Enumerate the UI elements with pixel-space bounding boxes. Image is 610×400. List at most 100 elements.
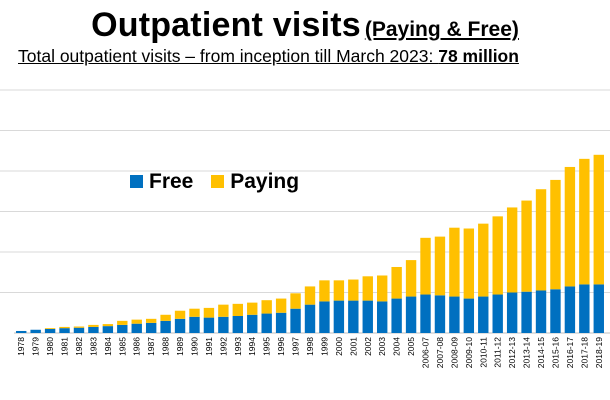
x-tick-label: 2007-08 [435,337,445,368]
x-tick-label: 1987 [146,337,156,356]
bar-free-1995 [261,313,272,333]
x-tick-label: 1985 [117,337,127,356]
bar-free-1998 [304,304,316,333]
legend-label-paying: Paying [230,170,300,193]
bar-paying-2009-10 [463,228,475,299]
bar-free-1993 [232,315,244,333]
bar-paying-1987 [145,318,157,323]
title-note: (Paying & Free) [364,18,519,41]
bar-paying-2011-12 [492,216,503,295]
bar-free-1982 [73,327,85,333]
chart-title: Outpatient visits (Paying & Free) [0,6,610,45]
bar-paying-2000 [333,280,345,301]
bar-paying-1990 [189,308,200,317]
bar-free-1984 [102,326,114,333]
bar-paying-1999 [319,280,330,302]
bar-free-1986 [131,323,142,333]
bar-paying-2013-14 [521,200,532,292]
bar-free-2007-08 [434,295,446,333]
bar-paying-1984 [102,324,114,327]
subtitle-text: Total outpatient visits – from inception… [18,46,439,66]
bar-free-2001 [348,300,359,333]
bar-free-2015-16 [550,289,561,333]
x-tick-label: 2002 [363,337,373,356]
bar-free-1979 [30,329,41,333]
x-tick-label: 1989 [175,337,185,356]
x-tick-label: 2003 [377,337,387,356]
x-tick-label: 1990 [189,337,199,356]
bar-free-1981 [59,328,70,333]
legend-item-paying: Paying [211,170,299,194]
x-tick-label: 2005 [406,337,416,356]
x-tick-label: 2001 [348,337,358,356]
bar-free-1992 [218,316,229,333]
chart-legend: Free Paying [130,170,311,194]
bar-paying-2016-17 [564,166,576,287]
x-tick-label: 2010-11 [478,337,488,368]
bar-paying-1985 [117,320,128,325]
x-tick-label: 1994 [247,337,257,356]
bar-paying-2017-18 [579,158,590,285]
bar-paying-1981 [59,326,70,329]
x-tick-label: 1993 [233,337,243,356]
bar-paying-1986 [131,319,142,324]
bar-free-1999 [319,301,330,333]
bar-free-1978 [16,330,27,333]
x-tick-label: 1999 [319,337,329,356]
x-tick-label: 1982 [74,337,84,356]
x-tick-label: 2006-07 [421,337,431,368]
x-tick-label: 2004 [392,337,402,356]
x-tick-label: 1996 [276,337,286,356]
bar-paying-2004 [391,266,402,299]
x-tick-label: 1983 [88,337,98,356]
bar-free-1994 [247,314,258,333]
bar-paying-2014-15 [535,189,547,291]
x-tick-label: 1995 [262,337,272,356]
bar-free-2000 [333,300,345,333]
x-tick-label: 2018-19 [594,337,604,368]
x-tick-label: 2015-16 [550,337,560,368]
bar-free-2018-19 [593,284,604,333]
bar-paying-1997 [290,293,301,309]
x-tick-label: 2009-10 [464,337,474,368]
bar-paying-2012-13 [506,207,518,293]
bar-free-1985 [117,324,128,333]
bar-free-2012-13 [506,292,518,333]
bar-paying-1995 [261,300,272,314]
bar-paying-2002 [362,276,373,301]
legend-swatch-paying [211,174,225,188]
bar-free-2011-12 [492,294,503,333]
x-tick-label: 1988 [161,337,171,356]
chart-subtitle: Total outpatient visits – from inception… [18,46,610,67]
subtitle-total: 78 million [438,46,519,66]
bar-free-2013-14 [521,291,532,333]
x-tick-label: 1984 [103,337,113,356]
x-tick-label: 2011-12 [493,337,503,368]
bar-paying-2015-16 [550,179,561,290]
bar-free-1996 [275,312,287,333]
bar-free-1988 [160,320,171,333]
bar-paying-2008-09 [449,227,460,297]
bar-paying-1991 [203,307,215,318]
bar-free-1989 [174,318,186,333]
x-tick-label: 2017-18 [579,337,589,368]
x-tick-label: 1997 [291,337,301,356]
x-tick-label: 1998 [305,337,315,356]
bar-paying-1982 [73,326,85,328]
bar-free-1997 [290,308,301,333]
bar-paying-1998 [304,286,316,305]
bar-paying-2006-07 [420,237,431,295]
bar-paying-1988 [160,314,171,321]
x-tick-label: 1992 [218,337,228,356]
bar-free-2008-09 [449,296,460,333]
bar-paying-1983 [88,324,99,327]
x-tick-label: 1986 [132,337,142,356]
bar-free-1990 [189,316,200,333]
bar-free-2002 [362,300,373,333]
bar-free-2010-11 [478,296,489,333]
bar-paying-1992 [218,304,229,317]
bar-paying-2007-08 [434,236,446,296]
bar-free-2009-10 [463,298,475,333]
bar-paying-2010-11 [478,223,489,297]
